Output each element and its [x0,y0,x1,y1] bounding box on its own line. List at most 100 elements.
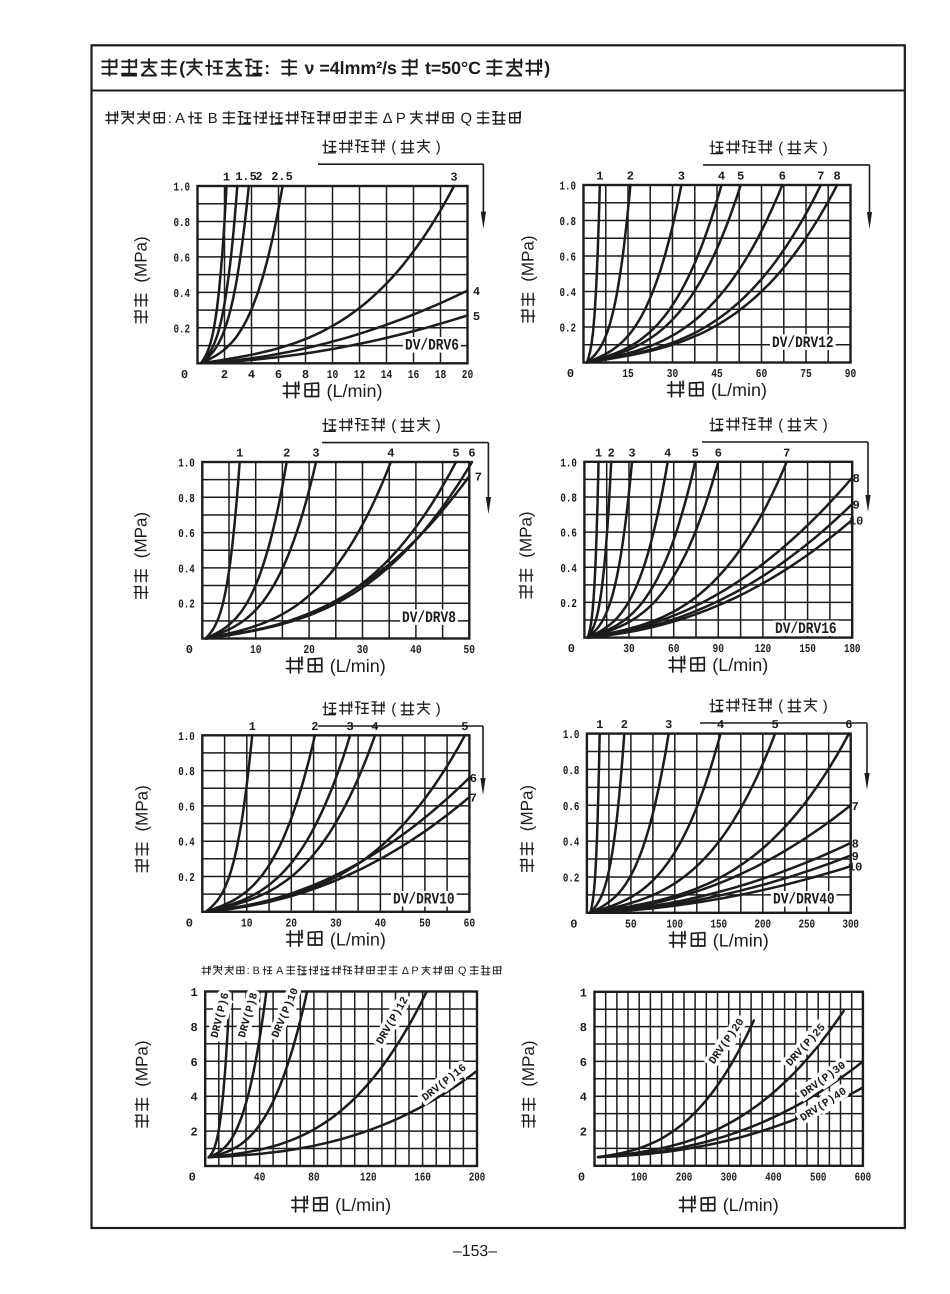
svg-text:9: 9 [852,850,859,864]
svg-text:7: 7 [817,170,824,184]
svg-text:18: 18 [435,368,447,382]
svg-text:5: 5 [473,310,480,324]
svg-text:100: 100 [631,1170,648,1184]
svg-text:2: 2 [627,170,634,184]
svg-text:200: 200 [676,1170,693,1184]
svg-text:(MPa): (MPa) [133,1041,152,1087]
svg-text:6: 6 [580,1056,587,1070]
svg-text:6: 6 [779,170,786,184]
svg-text:(MPa): (MPa) [132,236,151,282]
svg-text:3: 3 [450,171,457,185]
svg-text:20: 20 [286,916,298,930]
svg-text:0.4: 0.4 [174,287,191,301]
svg-text:1: 1 [580,986,587,1000]
svg-text:(: ( [778,139,783,156]
svg-text:(L/min): (L/min) [330,656,386,676]
svg-text:(: ( [778,698,783,715]
svg-text:(MPa): (MPa) [519,236,538,282]
svg-text:20: 20 [462,368,474,382]
svg-text:1.0: 1.0 [560,456,577,470]
svg-text:0.6: 0.6 [174,251,191,265]
svg-text:3: 3 [628,446,635,460]
svg-text:Δ P: Δ P [399,965,421,977]
svg-text:DV/DRV6: DV/DRV6 [405,337,459,355]
svg-text:(L/min): (L/min) [335,1195,391,1215]
svg-text:0: 0 [186,916,193,930]
svg-text:(: ( [391,139,396,156]
svg-text:1.0: 1.0 [563,728,580,742]
svg-text:6: 6 [715,446,722,460]
svg-text:200: 200 [469,1171,486,1185]
svg-text:400: 400 [765,1170,782,1184]
svg-text:0.4: 0.4 [560,286,577,300]
svg-text:0.6: 0.6 [563,800,580,814]
svg-text:50: 50 [419,916,431,930]
svg-text:180: 180 [844,642,861,656]
svg-text:4: 4 [248,368,255,382]
svg-text:0.6: 0.6 [178,800,195,814]
svg-text:6: 6 [468,447,475,461]
svg-text:(L/min): (L/min) [712,655,768,675]
svg-text:50: 50 [625,917,637,931]
svg-text:(MPa): (MPa) [132,512,151,558]
svg-text:7: 7 [475,471,482,485]
svg-text:): ) [823,698,828,715]
svg-text:20: 20 [303,643,315,657]
svg-text:6: 6 [275,368,282,382]
svg-text:8: 8 [833,170,840,184]
svg-text:: A: : A [168,111,189,127]
svg-text:150: 150 [799,642,816,656]
svg-text:0.8: 0.8 [563,764,580,778]
svg-text:120: 120 [755,642,772,656]
svg-text:1: 1 [596,170,603,184]
svg-text:2: 2 [255,170,262,184]
svg-text:1: 1 [249,720,256,734]
svg-text:150: 150 [711,917,728,931]
svg-text:7: 7 [470,792,477,806]
svg-text:2: 2 [221,368,228,382]
svg-text:0: 0 [186,643,193,657]
svg-text:0: 0 [181,368,188,382]
svg-text:30: 30 [623,642,635,656]
svg-text:8: 8 [852,837,859,851]
svg-text:8: 8 [302,368,309,382]
svg-text:2: 2 [283,447,290,461]
svg-text:8: 8 [190,1021,197,1035]
svg-text:2: 2 [621,718,628,732]
svg-text:90: 90 [713,642,725,656]
svg-text:160: 160 [414,1171,431,1185]
svg-text:3: 3 [678,170,685,184]
svg-text:0.8: 0.8 [174,216,191,230]
svg-text:120: 120 [360,1171,377,1185]
svg-text:Δ P: Δ P [379,111,409,127]
svg-text:4: 4 [387,447,394,461]
svg-text:100: 100 [667,917,684,931]
svg-text:10: 10 [327,368,339,382]
svg-text:15: 15 [622,367,634,381]
svg-text:2: 2 [580,1126,587,1140]
svg-text:(MPa): (MPa) [519,1041,538,1087]
svg-text:8: 8 [853,472,860,486]
svg-text:2: 2 [608,446,615,460]
svg-text:60: 60 [464,916,476,930]
svg-text::: : [264,58,280,78]
svg-text:4: 4 [473,285,480,299]
svg-text:DV/DRV40: DV/DRV40 [773,891,835,909]
svg-text:3: 3 [665,718,672,732]
svg-text:1.5: 1.5 [235,170,257,184]
svg-text:600: 600 [855,1170,872,1184]
svg-text:0.2: 0.2 [563,872,580,886]
svg-text:Q: Q [455,965,469,977]
svg-text:6: 6 [190,1056,197,1070]
svg-text:(: ( [391,417,396,434]
svg-text:30: 30 [357,643,369,657]
svg-text:0.4: 0.4 [178,562,195,576]
svg-text:12: 12 [354,368,366,382]
svg-text:4: 4 [717,718,724,732]
svg-text:B: B [204,111,222,127]
svg-text:): ) [823,417,828,434]
svg-text:0.8: 0.8 [178,492,195,506]
svg-text:0: 0 [568,642,575,656]
svg-text:10: 10 [849,514,863,528]
svg-text:10: 10 [250,643,262,657]
